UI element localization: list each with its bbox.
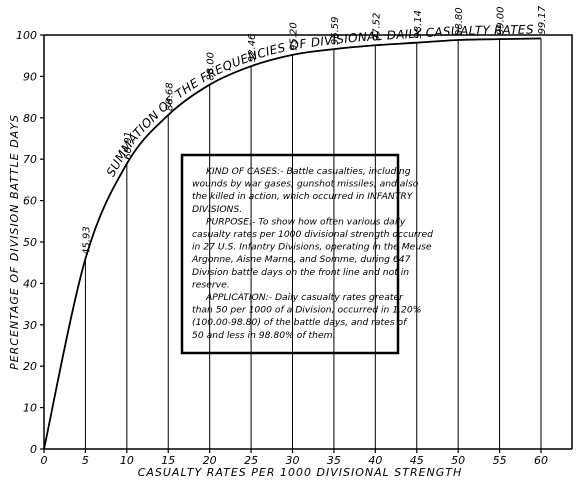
x-tick-label: 50 [451, 454, 465, 467]
annotation-line: than 50 per 1000 of a Division, occurred… [192, 305, 421, 316]
x-tick-label: 5 [82, 454, 89, 467]
value-label: 96.59 [330, 16, 341, 45]
y-tick-label: 70 [23, 153, 37, 166]
annotation-line: in 27 U.S. Infantry Divisions, operating… [192, 242, 432, 253]
annotation-line: PURPOSE:- To show how often various dail… [206, 216, 406, 227]
y-tick-label: 50 [23, 236, 37, 249]
x-tick-label: 0 [41, 454, 48, 467]
value-label: 97.52 [371, 13, 382, 42]
curve [43, 37, 542, 450]
x-tick-label: 15 [161, 454, 175, 467]
y-tick-label: 100 [16, 29, 37, 42]
value-label: 98.80 [454, 7, 465, 36]
value-label: 80.68 [164, 82, 175, 111]
annotation-line: Argonne, Aisne Marne, and Somme, during … [191, 254, 411, 265]
y-tick-label: 20 [23, 360, 37, 373]
annotation-line: casualty rates per 1000 divisional stren… [192, 229, 433, 240]
value-label: 99.17 [537, 5, 548, 34]
x-tick-label: 30 [286, 454, 300, 467]
x-tick-label: 35 [327, 454, 341, 467]
x-tick-label: 55 [493, 454, 507, 467]
x-tick-label: 20 [203, 454, 217, 467]
annotation-line: (100.00-98.80) of the battle days, and r… [192, 317, 408, 328]
y-axis-label: PERCENTAGE OF DIVISION BATTLE DAYS [8, 114, 21, 370]
y-tick-label: 30 [23, 319, 37, 332]
x-tick-label: 25 [244, 454, 258, 467]
annotation-line: 50 and less in 98.80% of them. [192, 330, 336, 341]
value-label: 95.20 [289, 22, 300, 51]
value-label: 68.91 [123, 131, 134, 160]
value-label: 45.93 [81, 226, 92, 255]
x-tick-label: 40 [368, 454, 382, 467]
annotation-line: DIVISIONS. [192, 204, 242, 215]
value-label: 92.46 [247, 34, 258, 63]
y-tick-label: 60 [23, 195, 37, 208]
value-label: 98.14 [413, 10, 424, 39]
value-label: 99.00 [496, 6, 507, 35]
x-axis-label: CASUALTY RATES PER 1000 DIVISIONAL STREN… [138, 466, 463, 479]
y-tick-label: 80 [23, 112, 37, 125]
annotation-line: Division battle days on the front line a… [192, 267, 409, 278]
value-label: 88.00 [206, 52, 217, 81]
annotation-line: APPLICATION:- Daily casualty rates great… [205, 292, 404, 303]
y-tick-label: 10 [23, 402, 37, 415]
annotation-line: KIND OF CASES:- Battle casualties, inclu… [206, 166, 411, 177]
annotation-line: reserve. [192, 279, 230, 290]
x-tick-label: 45 [410, 454, 424, 467]
annotation-line: the killed in action, which occurred in … [192, 191, 414, 202]
annotation-box [180, 153, 400, 355]
y-tick-label: 90 [23, 70, 37, 83]
annotation-line: wounds by war gases, gunshot missiles, a… [192, 179, 419, 190]
x-tick-label: 60 [534, 454, 548, 467]
y-tick-label: 0 [30, 443, 37, 456]
y-tick-label: 40 [23, 277, 37, 290]
x-tick-label: 10 [120, 454, 134, 467]
